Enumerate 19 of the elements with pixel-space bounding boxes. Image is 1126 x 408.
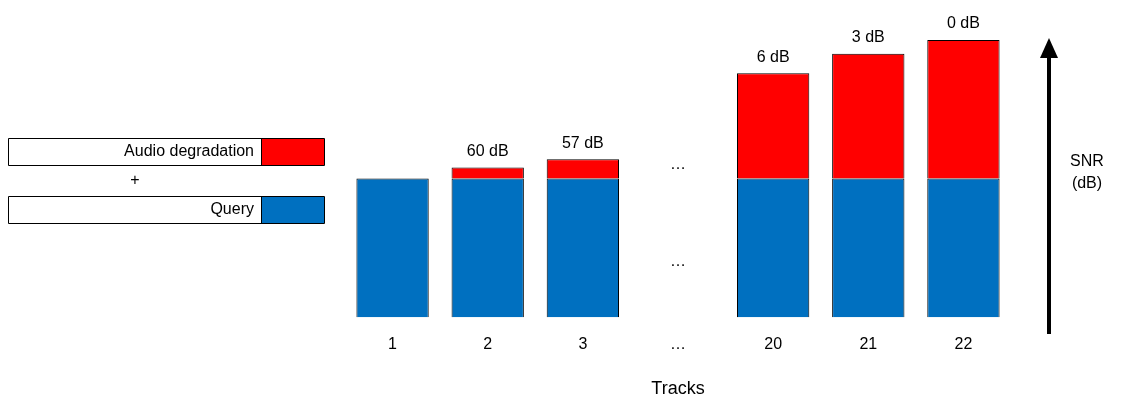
x-tick-label: 20 — [764, 335, 783, 353]
y-axis-title: SNR (dB) — [1069, 151, 1105, 193]
annotation: 57 dB — [561, 133, 604, 151]
annotation: 0 dB — [946, 14, 980, 32]
legend-label: Audio degradation — [124, 142, 254, 160]
x-tick-label: … — [670, 335, 686, 353]
x-axis-title: Tracks — [651, 378, 705, 399]
x-tick-label: 21 — [859, 335, 878, 353]
x-tick-label: 1 — [388, 335, 398, 353]
annotation: 60 dB — [466, 141, 509, 159]
annotation: 3 dB — [851, 28, 885, 46]
x-tick-label: 2 — [483, 335, 493, 353]
annotation: 6 dB — [756, 47, 790, 65]
legend-label: Query — [210, 200, 254, 218]
annotation: … — [670, 252, 686, 270]
x-tick-label: 22 — [954, 335, 973, 353]
annotation: … — [670, 155, 686, 173]
text: + — [130, 171, 140, 189]
x-tick-label: 3 — [578, 335, 588, 353]
